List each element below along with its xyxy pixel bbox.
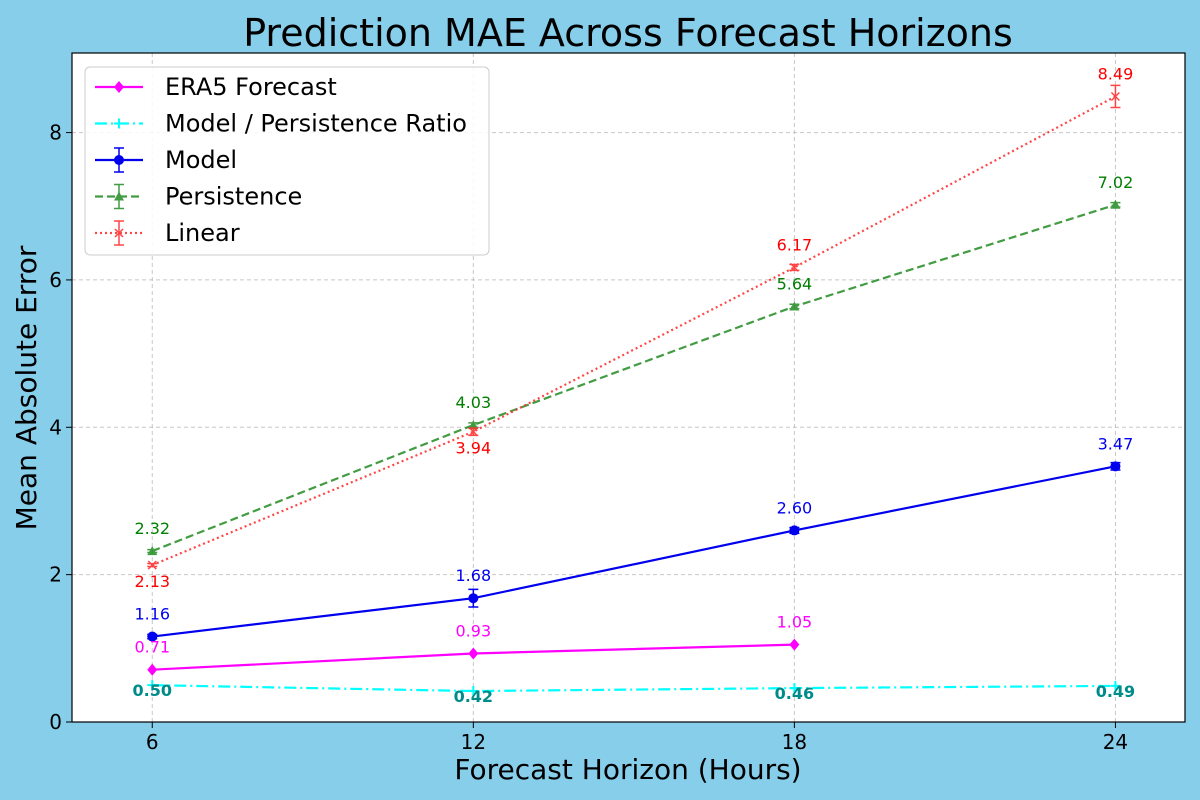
data-label: 1.68	[456, 566, 492, 585]
legend-item	[95, 220, 143, 246]
data-point	[789, 638, 800, 651]
y-tick-label: 8	[49, 121, 62, 145]
data-label: 0.50	[133, 681, 172, 700]
series-5	[147, 84, 1121, 570]
legend-item	[95, 118, 143, 129]
data-point	[468, 686, 479, 697]
y-tick-label: 6	[49, 268, 62, 292]
legend: ERA5 Forecast Model / Persistence Ratio Mo…	[84, 66, 490, 256]
data-point	[1110, 91, 1120, 102]
series-line	[151, 203, 1116, 553]
data-label: 0.42	[454, 687, 493, 706]
data-label: 0.71	[134, 638, 170, 657]
x-tick-label: 12	[461, 730, 486, 754]
data-label: 0.46	[775, 684, 814, 703]
data-label: 8.49	[1098, 64, 1134, 83]
data-point	[789, 301, 800, 311]
data-point	[1110, 680, 1121, 691]
y-tick-label: 2	[49, 563, 62, 587]
data-point	[468, 593, 479, 604]
data-point	[789, 683, 800, 694]
data-point	[147, 680, 158, 691]
data-point	[1110, 461, 1121, 472]
data-point	[114, 118, 124, 129]
data-label: 2.60	[777, 498, 813, 517]
legend-label: Model / Persistence Ratio	[165, 110, 467, 138]
data-label: 0.49	[1096, 682, 1135, 701]
data-label: 6.17	[777, 235, 813, 254]
legend-item	[95, 147, 143, 173]
legend-label: ERA5 Forecast	[165, 73, 337, 101]
series-line	[152, 465, 1116, 638]
data-point	[114, 155, 124, 165]
data-point	[147, 560, 157, 570]
data-label: 3.94	[456, 439, 492, 458]
data-point	[468, 647, 479, 660]
x-tick-label: 18	[782, 730, 807, 754]
legend-label: Linear	[165, 219, 240, 247]
series-1	[147, 638, 800, 676]
legend-item	[95, 81, 143, 93]
series-3	[147, 461, 1121, 642]
legend-label: Persistence	[165, 183, 302, 211]
x-tick-label: 24	[1103, 730, 1128, 754]
x-axis-label: Forecast Horizon (Hours)	[454, 753, 801, 786]
data-label: 3.47	[1098, 434, 1134, 453]
data-label: 1.16	[134, 605, 170, 624]
chart-title: Prediction MAE Across Forecast Horizons	[243, 11, 1013, 55]
data-point	[1110, 199, 1121, 209]
data-point	[114, 228, 124, 238]
legend-item	[95, 183, 143, 210]
data-point	[147, 631, 158, 642]
data-point	[789, 525, 800, 536]
data-point	[468, 427, 478, 437]
data-label: 5.64	[777, 274, 813, 293]
series-2	[147, 680, 1121, 697]
series-4	[147, 199, 1121, 556]
series-line	[151, 95, 1116, 567]
data-point	[147, 546, 158, 556]
data-point	[468, 420, 479, 430]
data-point	[114, 191, 124, 201]
y-tick-label: 0	[49, 710, 62, 734]
y-axis-label: Mean Absolute Error	[10, 245, 43, 530]
y-tick-label: 4	[49, 415, 62, 439]
series-line	[152, 684, 1116, 693]
legend-box	[84, 66, 490, 256]
legend-label: Model	[165, 146, 237, 174]
data-label: 0.93	[456, 621, 492, 640]
data-label: 1.05	[777, 613, 813, 632]
data-point	[147, 663, 158, 676]
data-label: 2.13	[134, 572, 170, 591]
data-point	[789, 262, 799, 272]
data-point	[114, 81, 124, 93]
data-label: 4.03	[456, 393, 492, 412]
axes-frame	[71, 52, 1186, 723]
data-label: 2.32	[134, 519, 170, 538]
x-tick-label: 6	[146, 730, 159, 754]
data-label: 7.02	[1098, 173, 1134, 192]
